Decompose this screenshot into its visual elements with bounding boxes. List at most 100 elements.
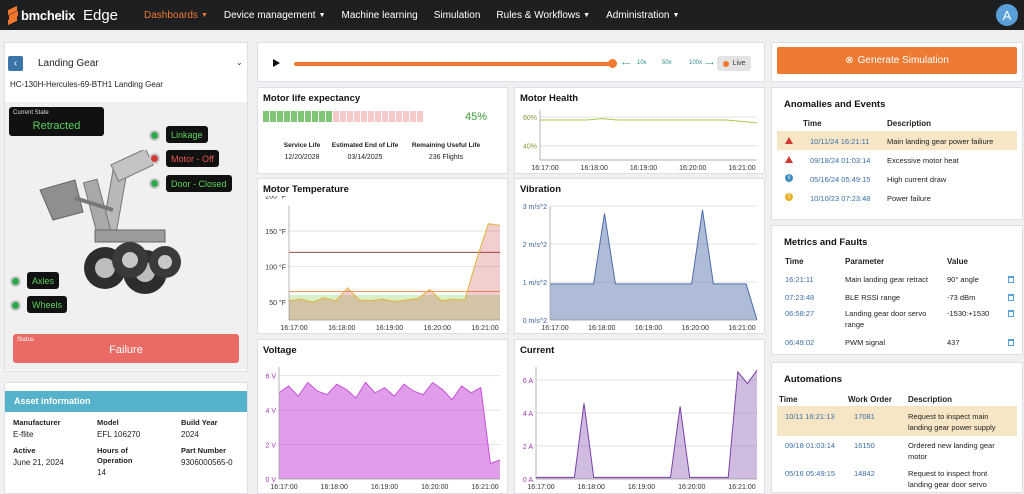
wheels-tag[interactable]: Wheels: [27, 296, 68, 313]
play-icon[interactable]: [273, 59, 280, 67]
vibration-title: Vibration: [520, 184, 561, 195]
x-tick-label: 16:19:00: [630, 165, 657, 172]
anomaly-time[interactable]: 09/18/24 01:03:14: [810, 156, 871, 165]
hours-label: Hours of Operation: [97, 446, 133, 465]
metric-value: 437: [947, 338, 960, 347]
life-gauge-cell: [347, 111, 353, 122]
metric-time[interactable]: 06:58:27: [785, 309, 815, 318]
user-avatar[interactable]: A: [996, 4, 1018, 26]
motor-health-chart: 40% 60% 16:17:00 16:18:00 16:19:00 16:20:00 16…: [523, 110, 758, 172]
automation-row[interactable]: 05/16 05:49:15 14842 Request to inspect …: [777, 464, 1017, 492]
landing-gear-image: [39, 150, 181, 294]
x-tick-label: 16:21:00: [471, 484, 498, 491]
door-tag[interactable]: Door - Closed: [166, 175, 232, 192]
y-tick-label: 4 A: [523, 411, 533, 418]
nav-machine-learning[interactable]: Machine learning: [341, 9, 418, 21]
automations-col-work-order: Work Order: [848, 395, 892, 404]
automation-row[interactable]: 09/18 01:03:14 16150 Ordered new landing…: [777, 436, 1017, 464]
x-tick-label: 16:20:00: [421, 484, 448, 491]
life-gauge-cell: [277, 111, 283, 122]
forward-icon[interactable]: ⟶: [705, 61, 714, 67]
motor-temperature-chart: 50 °F 100 °F 150 °F 200 °F 16:17:00 16:18:00 1…: [265, 196, 501, 332]
life-gauge-cell: [340, 111, 346, 122]
life-gauge-cell: [396, 111, 402, 122]
metric-time[interactable]: 16:21:11: [785, 275, 814, 284]
chevron-down-icon[interactable]: ⌄: [236, 58, 243, 67]
automation-time[interactable]: 05/16 05:49:15: [785, 469, 836, 478]
y-tick-label: 200 °F: [265, 196, 286, 200]
automation-time[interactable]: 10/11 16:21:13: [785, 412, 835, 421]
life-gauge-cell: [291, 111, 297, 122]
asset-selector-title[interactable]: Landing Gear: [38, 58, 99, 69]
motor-life-title: Motor life expectancy: [263, 93, 361, 104]
trash-icon[interactable]: [1008, 294, 1014, 301]
generate-simulation-button[interactable]: ⊗ Generate Simulation: [777, 47, 1017, 74]
trash-icon[interactable]: [1008, 339, 1014, 346]
service-life-label: Service Life: [283, 142, 321, 149]
motor-tag[interactable]: Motor - Off: [166, 150, 219, 167]
chevron-down-icon: ▼: [583, 11, 591, 19]
trash-icon[interactable]: [1008, 310, 1014, 317]
metric-time[interactable]: 06:49:02: [785, 338, 815, 347]
nav-device-management[interactable]: Device management ▼: [223, 9, 326, 21]
timeline-slider-handle[interactable]: [608, 59, 617, 68]
error-icon: [785, 156, 793, 163]
anomaly-row[interactable]: ! 10/10/23 07:23:48 Power failure: [777, 188, 1017, 207]
metric-row[interactable]: 16:21:11 Main landing gear retract 90° a…: [777, 270, 1017, 288]
metric-row[interactable]: 06:49:02 PWM signal 437: [777, 333, 1017, 351]
x-tick-label: 16:21:00: [471, 325, 498, 332]
door-status-dot[interactable]: [149, 178, 160, 189]
automation-work-order[interactable]: 14842: [854, 469, 875, 478]
nav-administration[interactable]: Administration ▼: [606, 9, 680, 21]
metric-row[interactable]: 07:23:48 BLE RSSI range -73 dBm: [777, 288, 1017, 306]
manufacturer-value: E-flite: [13, 430, 34, 439]
nav-simulation[interactable]: Simulation: [433, 9, 481, 21]
linkage-tag[interactable]: Linkage: [166, 126, 208, 143]
motor-temperature-title: Motor Temperature: [263, 184, 349, 195]
anomaly-time[interactable]: 05/16/24 05:49:15: [810, 175, 871, 184]
linkage-status-dot[interactable]: [149, 130, 160, 141]
metric-parameter: Main landing gear retract: [845, 275, 928, 284]
anomaly-time[interactable]: 10/10/23 07:23:48: [810, 194, 871, 203]
automation-description: Request to inspect main: [908, 412, 989, 421]
speed-50x[interactable]: 50x: [662, 60, 672, 66]
x-tick-label: 16:17:00: [531, 165, 558, 172]
anomaly-description: Main landing gear power failiure: [887, 137, 994, 146]
automation-work-order[interactable]: 16150: [854, 441, 875, 450]
automation-time[interactable]: 09/18 01:03:14: [785, 441, 836, 450]
metric-time[interactable]: 07:23:48: [785, 293, 815, 302]
nav-rules-workflows[interactable]: Rules & Workflows ▼: [496, 9, 591, 21]
trash-icon[interactable]: [1008, 276, 1014, 283]
nav-dashboards[interactable]: Dashboards ▼: [144, 9, 208, 21]
automation-work-order[interactable]: 17081: [854, 412, 875, 421]
anomaly-row[interactable]: i 05/16/24 05:49:15 High current draw: [777, 169, 1017, 188]
series-area: [550, 209, 757, 320]
automation-row[interactable]: 10/11 16:21:13 17081 Request to inspect …: [777, 406, 1017, 436]
axles-tag[interactable]: Axles: [27, 272, 60, 289]
live-button[interactable]: Live: [717, 56, 751, 71]
timeline-slider[interactable]: [294, 62, 612, 66]
bmc-helix-logo[interactable]: bmchelix Edge: [8, 0, 118, 30]
x-tick-label: 16:17:00: [541, 325, 568, 332]
anomaly-row[interactable]: 09/18/24 01:03:14 Excessive motor heat: [777, 150, 1017, 169]
wheels-status-dot[interactable]: [10, 300, 21, 311]
life-gauge-cell: [263, 111, 269, 122]
y-tick-label: 2 A: [523, 444, 533, 451]
metric-row[interactable]: 06:58:27 Landing gear door servo range -…: [777, 306, 1017, 333]
automation-description: Ordered new landing gear: [908, 441, 995, 450]
axles-status-dot[interactable]: [10, 276, 21, 287]
speed-100x[interactable]: 100x: [689, 60, 703, 66]
metrics-panel: Metrics and Faults: [771, 225, 1023, 355]
speed-10x[interactable]: 10x: [637, 60, 647, 66]
status-box: Status Failure: [13, 334, 239, 363]
series-line: [540, 118, 758, 124]
anomaly-row[interactable]: 10/11/24 16:21:11 Main landing gear powe…: [777, 131, 1017, 150]
rewind-icon[interactable]: ⟵: [622, 61, 631, 67]
y-tick-label: 3 m/s^2: [523, 204, 547, 211]
motor-status-dot[interactable]: [149, 153, 160, 164]
error-icon: [785, 137, 793, 144]
x-tick-label: 16:17:00: [280, 325, 307, 332]
anomaly-time[interactable]: 10/11/24 16:21:11: [810, 137, 870, 146]
back-button[interactable]: ‹: [8, 56, 23, 71]
anomalies-title: Anomalies and Events: [784, 99, 886, 110]
